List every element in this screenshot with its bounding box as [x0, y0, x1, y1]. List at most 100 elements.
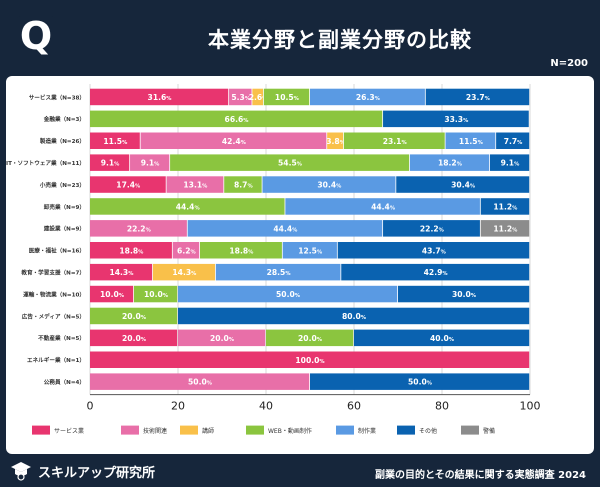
bar-segment [341, 263, 530, 281]
bar-segment [445, 132, 496, 149]
data-label: 22.2% [127, 224, 152, 233]
legend-label: その他 [419, 427, 437, 435]
data-label: 18.8% [119, 246, 144, 255]
graduation-cap-icon [11, 462, 31, 481]
data-label: 23.1% [383, 137, 408, 146]
category-label: 製造業（N=26） [40, 137, 85, 145]
legend-label: サービス業 [54, 427, 84, 435]
data-label: 20.0% [298, 334, 323, 343]
bar-segment [166, 176, 224, 193]
legend-label: WEB・動画制作 [268, 427, 312, 435]
data-label: 66.6% [225, 115, 250, 124]
category-label: 卸売業（N=9） [44, 203, 85, 211]
bar-segment [178, 285, 398, 303]
data-label: 44.4% [273, 224, 298, 233]
bar-segment [263, 88, 310, 106]
bar-segment [480, 198, 530, 215]
data-label: 42.4% [222, 137, 247, 146]
data-label: 18.8% [229, 246, 254, 255]
brand-name: スキルアップ研究所 [38, 465, 156, 481]
bar-segment [90, 285, 134, 303]
bar-segment [266, 329, 354, 347]
bar-segment [90, 176, 166, 193]
survey-title: 副業の目的とその結果に関する実態調査 2024 [374, 470, 586, 481]
category-label: IT・ソフトウェア業（N=11） [6, 159, 85, 167]
bar-segment [409, 154, 490, 171]
legend-label: 講師 [202, 427, 214, 435]
bar-segment [90, 307, 178, 325]
category-label: 建設業（N=9） [43, 225, 85, 233]
bar-segment [229, 88, 252, 106]
data-label: 100.0% [295, 356, 325, 365]
data-label: 28.5% [267, 268, 292, 277]
legend-swatch [461, 425, 479, 435]
bar-segment [134, 285, 178, 303]
legend-swatch [246, 425, 264, 435]
bar-segment [262, 176, 396, 193]
data-label: 9.1% [101, 159, 120, 168]
data-label: 9.1% [141, 159, 160, 168]
category-label: 広告・メディア（N=5） [22, 312, 85, 320]
bar-segment [178, 329, 266, 347]
data-label: 40.0% [430, 334, 455, 343]
bar-segment [252, 88, 263, 106]
data-label: 10.0% [144, 290, 169, 299]
data-label: 26.3% [356, 93, 381, 102]
category-label: 不動産業（N=5） [38, 334, 85, 342]
header: Q 本業分野と副業分野の比較 N=200 [0, 0, 600, 74]
data-label: 42.9% [424, 268, 449, 277]
bar-segment [90, 242, 172, 259]
data-label: 3.8% [326, 137, 345, 146]
legend-swatch [336, 425, 354, 435]
data-label: 30.4% [317, 181, 342, 190]
bar-segment [343, 132, 445, 149]
bar-segment [90, 88, 229, 106]
data-label: 11.5% [459, 137, 484, 146]
bar-segment [480, 220, 530, 237]
bar-segment [140, 132, 327, 149]
data-label: 50.0% [188, 378, 213, 387]
bar-segment [215, 263, 341, 281]
data-label: 23.7% [466, 93, 491, 102]
q-icon-letter: Q [20, 16, 52, 56]
bar-segment [90, 110, 383, 128]
data-label: 30.4% [451, 181, 476, 190]
category-label: サービス業（N=38） [29, 93, 85, 101]
bar-segment [489, 154, 530, 171]
category-label: 医療・福祉（N=16） [29, 247, 85, 255]
bar-segment [285, 198, 480, 215]
data-label: 10.0% [100, 290, 125, 299]
bar-segment [398, 285, 530, 303]
data-label: 20.0% [210, 334, 235, 343]
bar-segment [327, 132, 344, 149]
data-label: 33.3% [444, 115, 469, 124]
bar-segment [90, 220, 187, 237]
data-label: 44.4% [371, 202, 396, 211]
data-label: 20.0% [122, 334, 147, 343]
data-label: 50.0% [408, 378, 433, 387]
bar-segment [383, 220, 480, 237]
bar-segment [187, 220, 383, 237]
bar-segment [90, 329, 178, 347]
q-icon: Q [16, 16, 56, 56]
bar-segment [310, 88, 425, 106]
data-label: 54.5% [278, 159, 303, 168]
data-label: 11.2% [493, 202, 518, 211]
category-label: エネルギー業（N=1） [27, 356, 85, 364]
bar-segment [354, 329, 530, 347]
legend-label: 技術関連 [143, 427, 167, 435]
bar-segment [90, 263, 153, 281]
category-label: 公務員（N=4） [44, 378, 85, 386]
bar-segment [224, 176, 262, 193]
bar-segment [337, 242, 530, 259]
x-tick-label: 40 [259, 400, 273, 413]
data-label: 20.0% [122, 312, 147, 321]
bar-segment [200, 242, 282, 259]
data-label: 7.7% [504, 137, 523, 146]
data-label: 44.4% [176, 202, 201, 211]
bar-segment [170, 154, 410, 171]
legend-label: 制作業 [358, 427, 376, 435]
sample-size: N=200 [550, 58, 588, 69]
x-tick-label: 0 [87, 400, 94, 413]
